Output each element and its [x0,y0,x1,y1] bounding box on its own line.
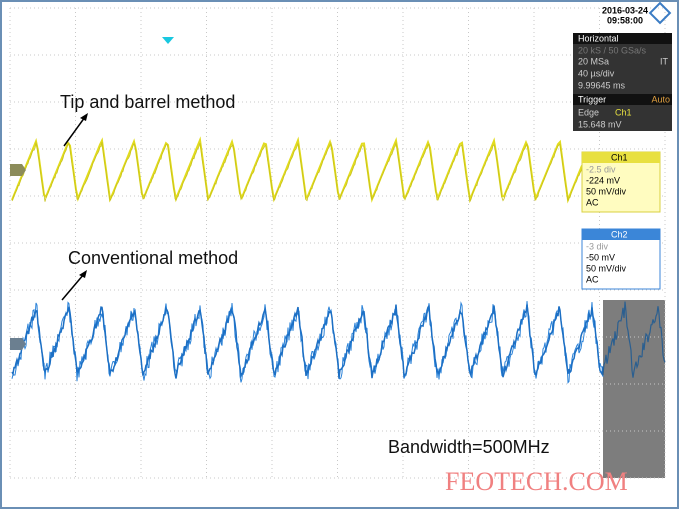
waveform [11,141,583,203]
waveform [11,304,604,379]
annotation: Tip and barrel method [60,92,235,112]
ch1-line: -2.5 div [586,164,616,174]
ch1-marker [10,164,26,176]
ch2-line: -3 div [586,241,609,251]
ch1-name: Ch1 [611,152,628,162]
horizontal-mode: IT [660,56,669,66]
arrow [63,116,86,147]
waveform [602,301,666,378]
arrowhead [80,113,88,121]
ch1-line: AC [586,197,599,207]
trigger-marker [162,37,174,44]
trigger-mode: Auto [651,94,670,104]
horizontal-line: 20 kS / 50 GSa/s [578,45,647,55]
arrow [61,273,85,301]
horizontal-line: 40 µs/div [578,68,615,78]
ch1-header [582,152,660,163]
bandwidth: Bandwidth=500MHz [388,437,550,457]
ch1-line: -224 mV [586,175,620,185]
waveforms [11,136,666,384]
horizontal-line: 9.99645 ms [578,80,626,90]
logo [648,1,672,25]
trigger-type: Edge [578,107,599,117]
trigger-level: 15.648 mV [578,119,622,129]
ch2-line: -50 mV [586,252,615,262]
date: 2016-03-24 [602,5,648,15]
watermark: FEOTECH.COM [445,467,628,496]
time: 09:58:00 [607,15,643,25]
overlay [603,300,665,478]
arrowhead [79,270,87,278]
trigger-source: Ch1 [615,107,632,117]
ch2-header [582,229,660,240]
horizontal-title: Horizontal [578,33,619,43]
horizontal-line: 20 MSa [578,56,609,66]
ch2-name: Ch2 [611,229,628,239]
ch2-marker [10,338,26,350]
ch2-line: 50 mV/div [586,263,627,273]
ch2-line: AC [586,274,599,284]
info-panel [573,33,672,131]
trigger-title: Trigger [578,94,606,104]
ch1-line: 50 mV/div [586,186,627,196]
panel-header [573,94,672,105]
annotation: Conventional method [68,248,238,268]
panel-header [573,33,672,44]
